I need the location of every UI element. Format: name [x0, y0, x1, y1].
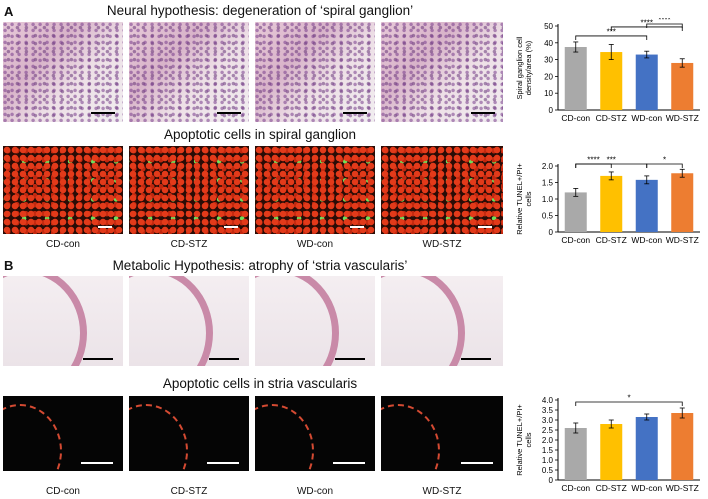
chart-spiral-ganglion-density: 0 10 20 30 40 50 Spiral ganglion celldensity/a…	[515, 18, 700, 123]
x-tick-label: CD-STZ	[596, 483, 627, 493]
bar-wd-con	[635, 179, 658, 232]
significance-label: ***	[607, 27, 616, 36]
significance-bracket	[575, 163, 612, 168]
x-tick-label: WD-STZ	[666, 113, 699, 123]
title-spiral-ganglion: Neural hypothesis: degeneration of ‘spir…	[106, 3, 414, 18]
y-tick-label: 1.0	[542, 456, 554, 465]
y-tick-label: 50	[544, 22, 553, 31]
y-tick-label: 0.5	[542, 212, 554, 221]
y-tick-label: 2.0	[542, 436, 554, 445]
x-tick-label: WD-STZ	[666, 235, 699, 245]
y-tick-label: 0.5	[542, 466, 554, 475]
y-tick-label: 30	[544, 56, 553, 65]
significance-label: ****	[658, 18, 670, 25]
he-ganglion-image-4	[381, 22, 503, 122]
fluo-ganglion-image-1	[3, 146, 123, 234]
y-tick-label: 20	[544, 72, 553, 81]
bar-wd-con	[635, 417, 658, 480]
label-row-b-2: CD-STZ	[170, 239, 208, 250]
fluo-stria-image-3	[255, 396, 375, 471]
panel-letter-b: B	[4, 258, 14, 273]
bar-cd-con	[564, 47, 587, 110]
y-tick-label: 2.5	[542, 426, 554, 435]
x-tick-label: WD-con	[631, 235, 662, 245]
y-tick-label: 1.0	[542, 195, 554, 204]
significance-label: ***	[607, 156, 616, 165]
significance-label: ****	[587, 156, 599, 165]
y-tick-label: 2.0	[542, 162, 554, 171]
fluo-ganglion-image-3	[255, 146, 375, 234]
he-stria-image-2	[129, 276, 249, 366]
x-tick-label: CD-con	[561, 483, 590, 493]
label-row-d-4: WD-STZ	[422, 486, 462, 497]
y-tick-label: 10	[544, 89, 553, 98]
fluo-stria-image-4	[381, 396, 503, 471]
bar-wd-stz	[671, 62, 694, 110]
fluo-ganglion-image-2	[129, 146, 249, 234]
label-row-b-3: WD-con	[296, 239, 334, 250]
significance-bracket	[646, 163, 683, 168]
significance-label: *	[663, 156, 666, 165]
he-stria-image-1	[3, 276, 123, 366]
bar-cd-con	[564, 428, 587, 480]
y-tick-label: 0	[549, 106, 554, 115]
x-tick-label: WD-con	[631, 483, 662, 493]
x-tick-label: CD-con	[561, 235, 590, 245]
y-tick-label: 0	[549, 228, 554, 237]
he-stria-image-3	[255, 276, 375, 366]
y-tick-label: 0	[549, 476, 554, 485]
x-tick-label: CD-con	[561, 113, 590, 123]
y-tick-label: 4.0	[542, 396, 554, 405]
x-tick-label: WD-con	[631, 113, 662, 123]
significance-bracket	[575, 35, 648, 40]
y-tick-label: 1.5	[542, 446, 554, 455]
label-row-d-3: WD-con	[296, 486, 334, 497]
significance-label: ****	[641, 18, 653, 27]
y-tick-label: 40	[544, 39, 553, 48]
y-tick-label: 3.5	[542, 406, 554, 415]
fluo-ganglion-image-4	[381, 146, 503, 234]
he-ganglion-image-2	[129, 22, 249, 122]
bar-wd-stz	[671, 413, 694, 480]
panel-letter-a: A	[4, 4, 14, 19]
title-stria-vascularis: Metabolic Hypothesis: atrophy of ‘stria …	[112, 258, 408, 273]
bar-cd-stz	[600, 52, 623, 110]
label-row-b-1: CD-con	[46, 239, 80, 250]
y-tick-label: 1.5	[542, 179, 554, 188]
x-tick-label: CD-STZ	[596, 113, 627, 123]
bar-cd-stz	[600, 175, 623, 232]
bar-cd-con	[564, 192, 587, 232]
he-ganglion-image-1	[3, 22, 123, 122]
y-axis-label: Relative TUNEL+/PI+cells	[515, 163, 533, 235]
x-tick-label: WD-STZ	[666, 483, 699, 493]
title-apoptotic-stria-vascularis: Apoptotic cells in stria vascularis	[162, 376, 358, 391]
y-axis-label: Relative TUNEL+/PI+cells	[515, 404, 533, 476]
bar-wd-con	[635, 54, 658, 110]
y-axis-label: Spiral ganglion celldensity/area (%)	[515, 36, 533, 99]
significance-label: *	[627, 394, 630, 403]
he-ganglion-image-3	[255, 22, 375, 122]
label-row-d-2: CD-STZ	[170, 486, 208, 497]
fluo-stria-image-2	[129, 396, 249, 471]
y-tick-label: 3.0	[542, 416, 554, 425]
significance-bracket	[646, 23, 683, 28]
bar-cd-stz	[600, 424, 623, 480]
title-apoptotic-spiral-ganglion: Apoptotic cells in spiral ganglion	[163, 127, 357, 142]
fluo-stria-image-1	[3, 396, 123, 471]
label-row-d-1: CD-con	[46, 486, 80, 497]
he-stria-image-4	[381, 276, 503, 366]
chart-tunel-spiral-ganglion: 0 0.5 1.0 1.5 2.0 Relative TUNEL+/PI+cells CD-…	[515, 156, 700, 245]
bar-wd-stz	[671, 173, 694, 232]
label-row-b-4: WD-STZ	[422, 239, 462, 250]
chart-tunel-stria-vascularis: 00.51.01.52.02.53.03.54.0 Relative TUNEL+…	[515, 394, 700, 493]
x-tick-label: CD-STZ	[596, 235, 627, 245]
significance-bracket	[575, 401, 683, 406]
